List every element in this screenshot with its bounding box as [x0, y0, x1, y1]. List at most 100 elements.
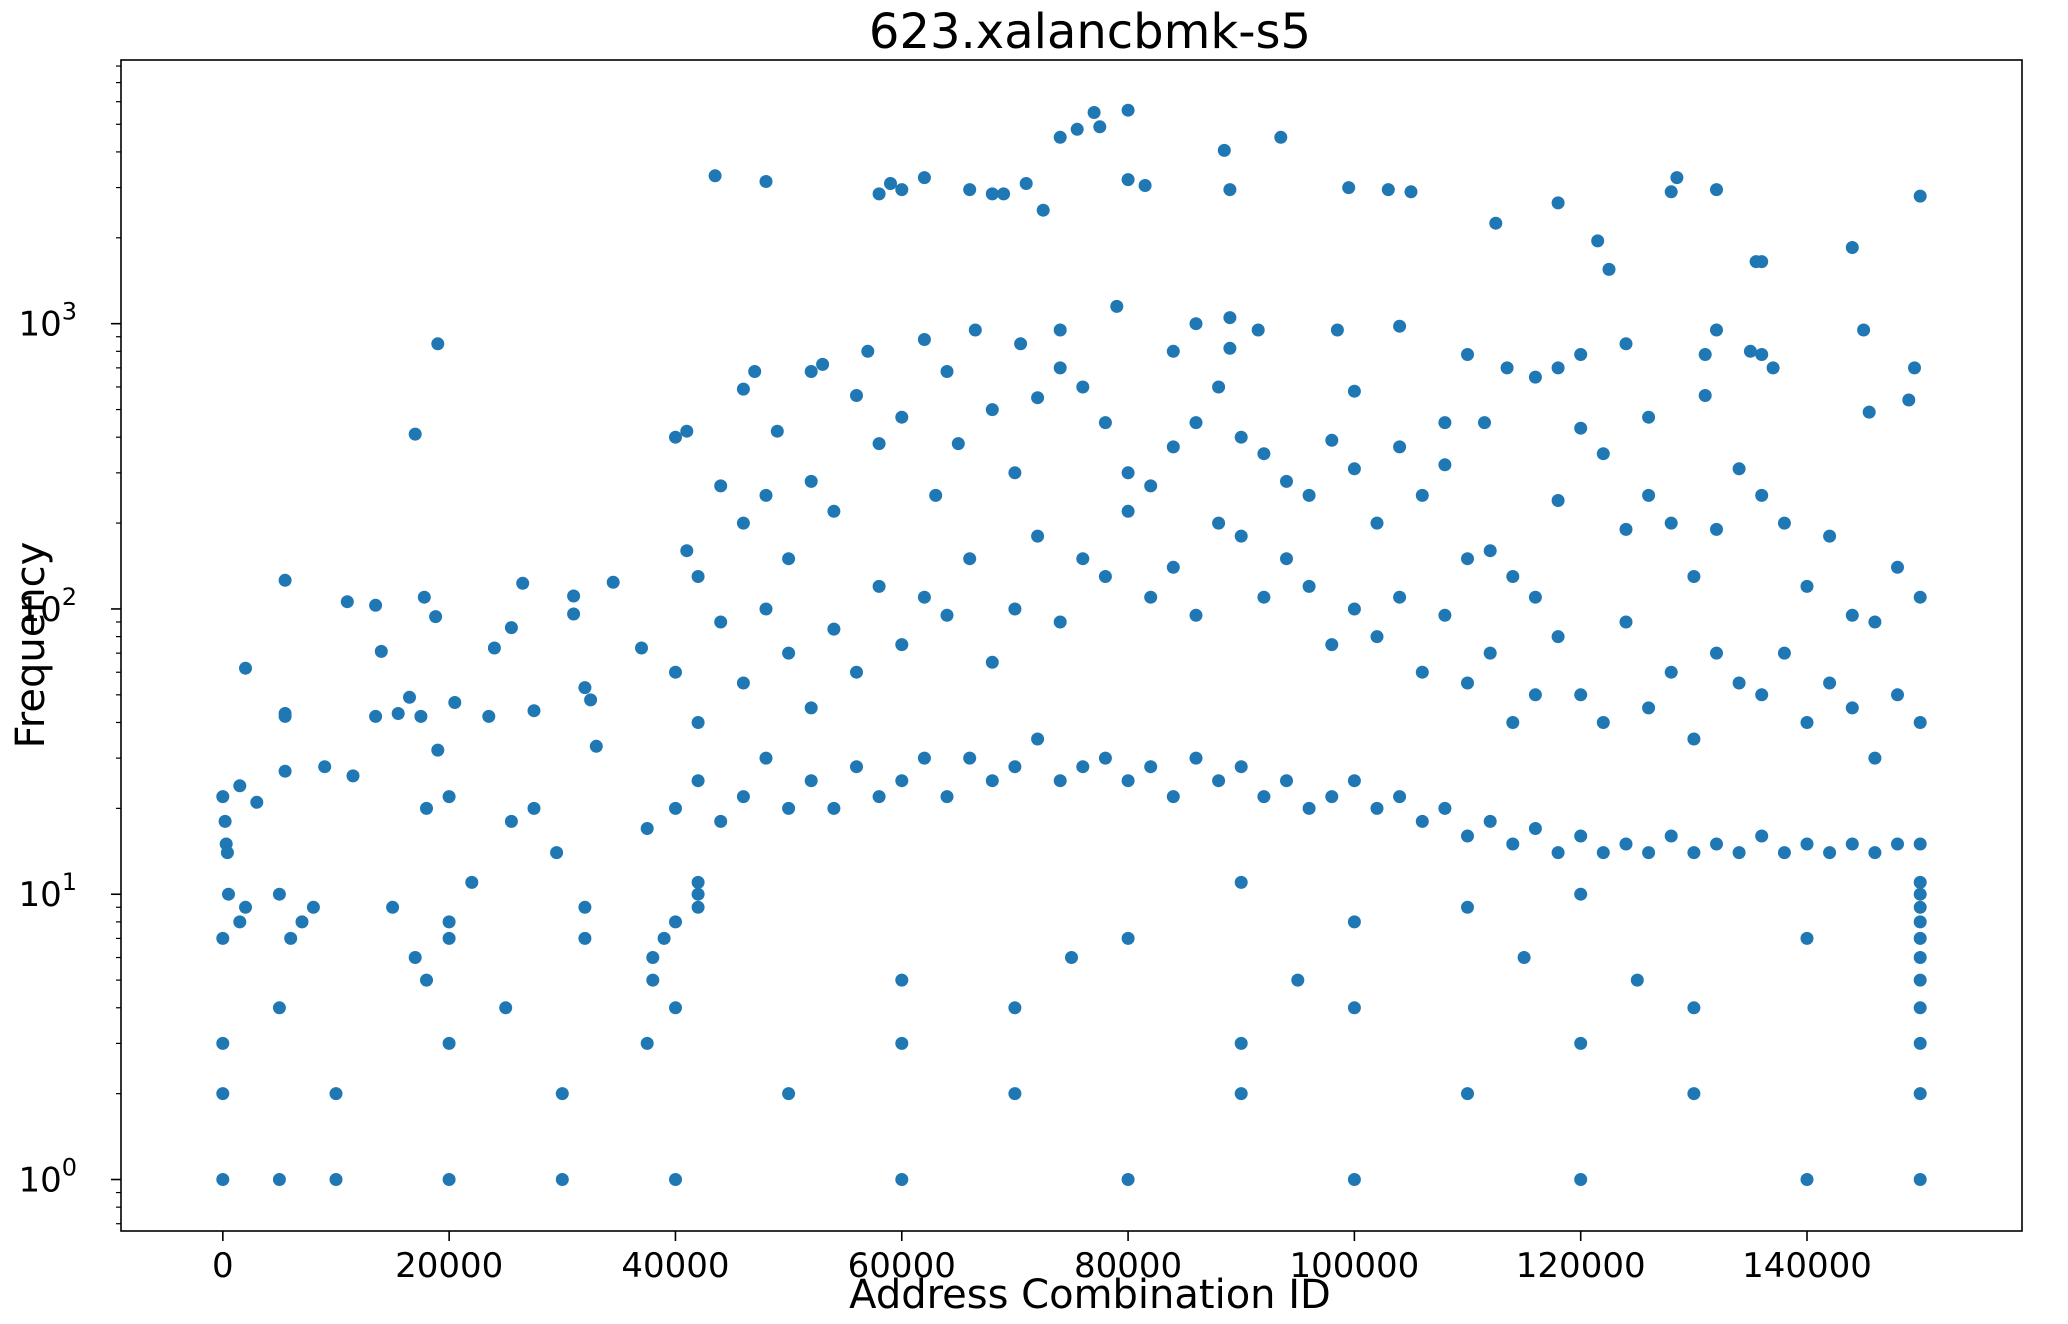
data-point — [1461, 348, 1474, 361]
data-point — [669, 665, 682, 679]
data-point — [329, 1087, 343, 1101]
x-axis-label: Address Combination ID — [849, 1272, 1331, 1318]
data-point — [442, 1173, 456, 1186]
data-point — [782, 646, 796, 660]
data-point — [1461, 900, 1474, 914]
data-point — [1619, 837, 1633, 851]
data-point — [1698, 389, 1712, 402]
data-point — [408, 951, 422, 964]
data-point — [1212, 380, 1226, 394]
data-point — [804, 701, 818, 715]
data-point — [1461, 829, 1474, 843]
data-point — [1330, 323, 1344, 337]
data-point — [736, 790, 750, 804]
data-point — [1234, 430, 1248, 444]
data-point — [1234, 875, 1248, 889]
data-point — [1393, 319, 1407, 333]
data-point — [1257, 447, 1271, 461]
data-point — [1189, 608, 1203, 622]
data-point — [386, 900, 400, 914]
data-point — [1166, 790, 1180, 804]
data-point — [567, 589, 581, 603]
data-point — [1891, 837, 1904, 851]
x-tick-label: 80000 — [1074, 1246, 1182, 1286]
data-point — [272, 1001, 286, 1015]
data-point — [1845, 608, 1859, 622]
data-point — [420, 973, 433, 987]
data-point — [1845, 701, 1859, 715]
data-point — [584, 693, 598, 707]
data-point — [691, 887, 705, 901]
data-point — [759, 175, 773, 188]
data-point — [1065, 951, 1078, 964]
data-point — [1438, 458, 1452, 472]
data-point — [985, 403, 999, 417]
data-point — [1913, 189, 1927, 203]
data-point — [1755, 688, 1769, 702]
data-point — [1166, 440, 1180, 454]
data-point — [1189, 317, 1203, 331]
data-point — [1800, 1173, 1814, 1186]
data-point — [759, 602, 773, 616]
data-point — [895, 410, 909, 424]
data-point — [1370, 630, 1384, 644]
data-point — [499, 1001, 513, 1015]
data-point — [1891, 560, 1904, 574]
data-point — [448, 696, 462, 709]
data-point — [1551, 196, 1565, 210]
data-point — [1687, 570, 1701, 583]
data-point — [1777, 646, 1791, 660]
data-point — [1913, 716, 1927, 729]
data-point — [1121, 466, 1135, 480]
data-point — [1019, 177, 1033, 190]
data-point — [872, 790, 886, 804]
data-point — [1008, 760, 1022, 774]
data-point — [1415, 488, 1429, 502]
data-point — [1393, 590, 1407, 604]
data-point — [1342, 181, 1356, 195]
data-point — [1347, 915, 1361, 929]
data-point — [218, 814, 232, 828]
data-point — [482, 709, 496, 723]
data-point — [1483, 646, 1497, 660]
data-point — [736, 382, 750, 396]
data-point — [736, 676, 750, 690]
data-point — [429, 610, 443, 624]
data-point — [216, 1087, 230, 1101]
data-point — [578, 900, 592, 914]
data-point — [1053, 323, 1067, 337]
data-point — [1121, 931, 1135, 945]
data-point — [1008, 1087, 1022, 1101]
data-point — [431, 337, 445, 351]
data-point — [417, 590, 431, 604]
data-point — [1528, 370, 1542, 384]
data-point — [872, 187, 886, 201]
data-point — [1325, 790, 1339, 804]
data-point — [1257, 590, 1271, 604]
data-point — [1755, 255, 1769, 269]
data-point — [657, 931, 671, 945]
data-point — [1755, 348, 1769, 361]
data-point — [1138, 179, 1152, 192]
data-point — [895, 638, 909, 652]
data-point — [1404, 185, 1418, 199]
data-point — [691, 570, 705, 583]
data-point — [1121, 173, 1135, 187]
data-point — [1698, 348, 1712, 361]
data-point — [1008, 1001, 1022, 1015]
data-point — [1642, 410, 1656, 424]
data-point — [442, 915, 456, 929]
data-point — [1777, 516, 1791, 530]
data-point — [278, 764, 292, 778]
y-tick-label: 103 — [18, 298, 77, 345]
data-point — [1053, 615, 1067, 629]
data-point — [1121, 504, 1135, 518]
data-point — [1166, 560, 1180, 574]
data-point — [895, 1036, 909, 1050]
data-point — [714, 814, 728, 828]
data-point — [1574, 829, 1588, 843]
data-point — [850, 760, 863, 774]
data-point — [250, 795, 264, 809]
data-point — [1070, 122, 1084, 136]
